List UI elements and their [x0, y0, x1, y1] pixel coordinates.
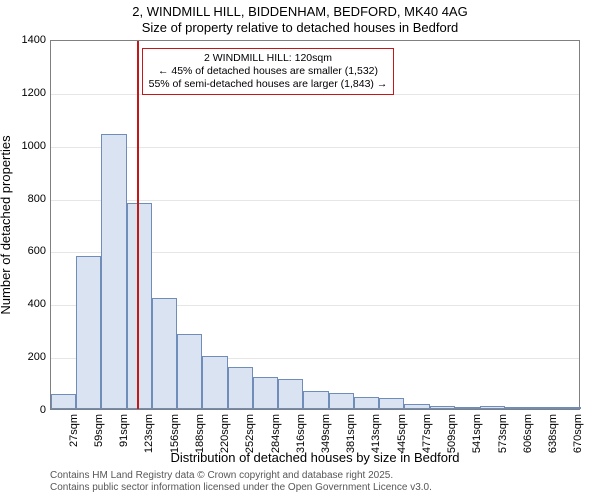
histogram-bar [329, 393, 354, 409]
y-tick-label: 400 [6, 298, 46, 310]
annotation-box: 2 WINDMILL HILL: 120sqm ← 45% of detache… [142, 48, 395, 95]
y-tick-label: 0 [6, 404, 46, 416]
plot-area [50, 40, 580, 410]
chart-container: 2, WINDMILL HILL, BIDDENHAM, BEDFORD, MK… [0, 0, 600, 500]
footer-line2: Contains public sector information licen… [50, 482, 432, 494]
gridline-h [51, 147, 579, 148]
annotation-line2: ← 45% of detached houses are smaller (1,… [149, 65, 388, 78]
histogram-bar [430, 406, 455, 409]
histogram-bar [354, 397, 379, 409]
y-tick-label: 1400 [6, 34, 46, 46]
y-tick-label: 600 [6, 245, 46, 257]
histogram-bar [228, 367, 253, 409]
histogram-bar [480, 406, 505, 409]
histogram-bar [556, 407, 581, 409]
x-axis-label: Distribution of detached houses by size … [50, 450, 580, 465]
histogram-bar [152, 298, 177, 409]
gridline-h [51, 200, 579, 201]
histogram-bar [455, 407, 480, 409]
histogram-bar [531, 407, 556, 409]
histogram-bar [127, 203, 152, 409]
y-tick-label: 1200 [6, 87, 46, 99]
histogram-bar [76, 256, 101, 409]
chart-title-line1: 2, WINDMILL HILL, BIDDENHAM, BEDFORD, MK… [0, 4, 600, 19]
histogram-bar [177, 334, 202, 409]
chart-title-line2: Size of property relative to detached ho… [0, 20, 600, 35]
histogram-bar [202, 356, 227, 409]
footer-line1: Contains HM Land Registry data © Crown c… [50, 470, 432, 482]
y-tick-label: 800 [6, 193, 46, 205]
histogram-bar [253, 377, 278, 409]
histogram-bar [303, 391, 328, 410]
histogram-bar [505, 407, 530, 409]
histogram-bar [379, 398, 404, 409]
histogram-bar [101, 134, 126, 409]
histogram-bar [404, 404, 429, 409]
histogram-bar [51, 394, 76, 409]
marker-line [137, 41, 139, 409]
histogram-bar [278, 379, 303, 409]
annotation-line1: 2 WINDMILL HILL: 120sqm [149, 52, 388, 65]
y-axis-label: Number of detached properties [0, 135, 13, 314]
y-tick-label: 1000 [6, 140, 46, 152]
annotation-line3: 55% of semi-detached houses are larger (… [149, 78, 388, 91]
footer-attribution: Contains HM Land Registry data © Crown c… [50, 470, 432, 494]
y-tick-label: 200 [6, 351, 46, 363]
